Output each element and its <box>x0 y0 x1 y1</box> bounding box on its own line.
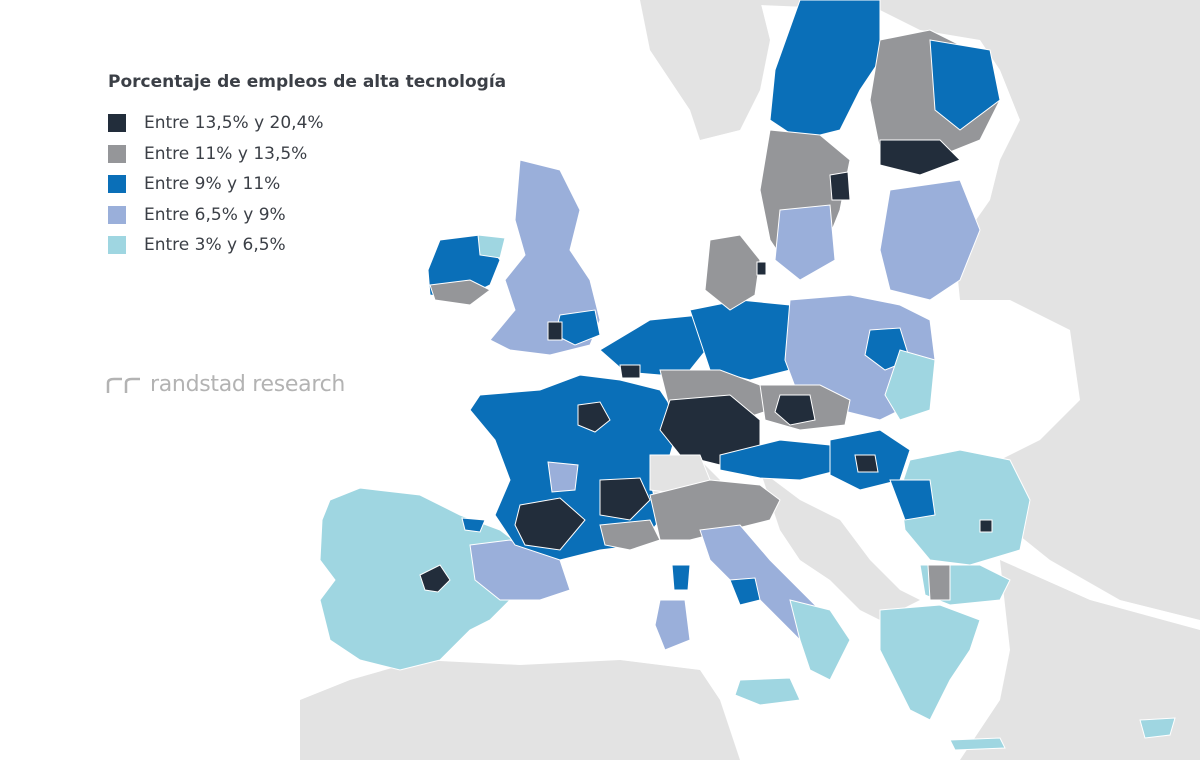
region-basque <box>461 517 486 533</box>
legend-label: Entre 13,5% y 20,4% <box>144 113 324 134</box>
region-baltics <box>879 179 981 301</box>
background-land <box>300 0 1200 760</box>
legend-item: Entre 11% y 13,5% <box>108 139 506 170</box>
region-helsinki <box>879 139 961 176</box>
region-rome <box>729 577 761 606</box>
region-south-italy <box>789 599 851 681</box>
legend-item: Entre 3% y 6,5% <box>108 230 506 261</box>
region-prague <box>774 394 816 426</box>
region-crete <box>949 737 1006 751</box>
region-sardinia <box>654 599 691 651</box>
legend-swatch <box>108 205 126 224</box>
region-belgium-brussels <box>619 364 641 379</box>
region-occitanie <box>514 497 586 551</box>
region-north-italy <box>649 479 781 541</box>
region-madrid <box>419 564 451 593</box>
legend-swatch <box>108 114 126 133</box>
region-london-core <box>547 321 563 341</box>
region-stockholm <box>829 171 851 201</box>
region-benelux <box>599 314 711 376</box>
region-centre <box>547 461 579 493</box>
region-sofia <box>927 564 951 601</box>
legend-label: Entre 3% y 6,5% <box>144 235 286 256</box>
region-iberia <box>319 487 521 671</box>
region-corsica <box>671 564 691 591</box>
region-sweden-south <box>774 204 836 281</box>
region-germany-north <box>689 299 801 381</box>
region-finland-east <box>929 39 1001 131</box>
legend-label: Entre 9% y 11% <box>144 174 281 195</box>
region-romania-west <box>889 479 936 521</box>
legend-label: Entre 11% y 13,5% <box>144 143 308 164</box>
legend-item: Entre 9% y 11% <box>108 169 506 200</box>
region-paca <box>599 519 661 551</box>
region-ile-de-france <box>577 401 611 433</box>
brand-name: randstad research <box>150 372 346 397</box>
legend-swatch <box>108 144 126 163</box>
randstad-logo-icon <box>106 377 140 393</box>
legend-item: Entre 13,5% y 20,4% <box>108 108 506 139</box>
legend: Porcentaje de empleos de alta tecnología… <box>108 72 506 261</box>
region-poland-east <box>884 349 936 421</box>
legend-item: Entre 6,5% y 9% <box>108 200 506 231</box>
region-budapest <box>854 454 879 473</box>
region-copenhagen <box>756 261 767 276</box>
region-rhone <box>599 477 651 521</box>
region-uk <box>489 159 601 356</box>
region-austria <box>719 439 841 481</box>
region-cyprus <box>1139 717 1176 739</box>
legend-label: Entre 6,5% y 9% <box>144 204 286 225</box>
region-sweden-north <box>769 0 881 141</box>
legend-swatch <box>108 236 126 255</box>
region-bucharest <box>979 519 993 533</box>
legend-swatch <box>108 175 126 194</box>
region-sicily <box>734 677 801 706</box>
brand: randstad research <box>106 372 345 397</box>
regions <box>319 0 1176 751</box>
region-denmark <box>704 234 761 311</box>
region-ni <box>477 234 506 259</box>
region-greece <box>879 604 981 721</box>
legend-title: Porcentaje de empleos de alta tecnología <box>108 72 507 92</box>
region-ireland-south <box>429 279 491 306</box>
